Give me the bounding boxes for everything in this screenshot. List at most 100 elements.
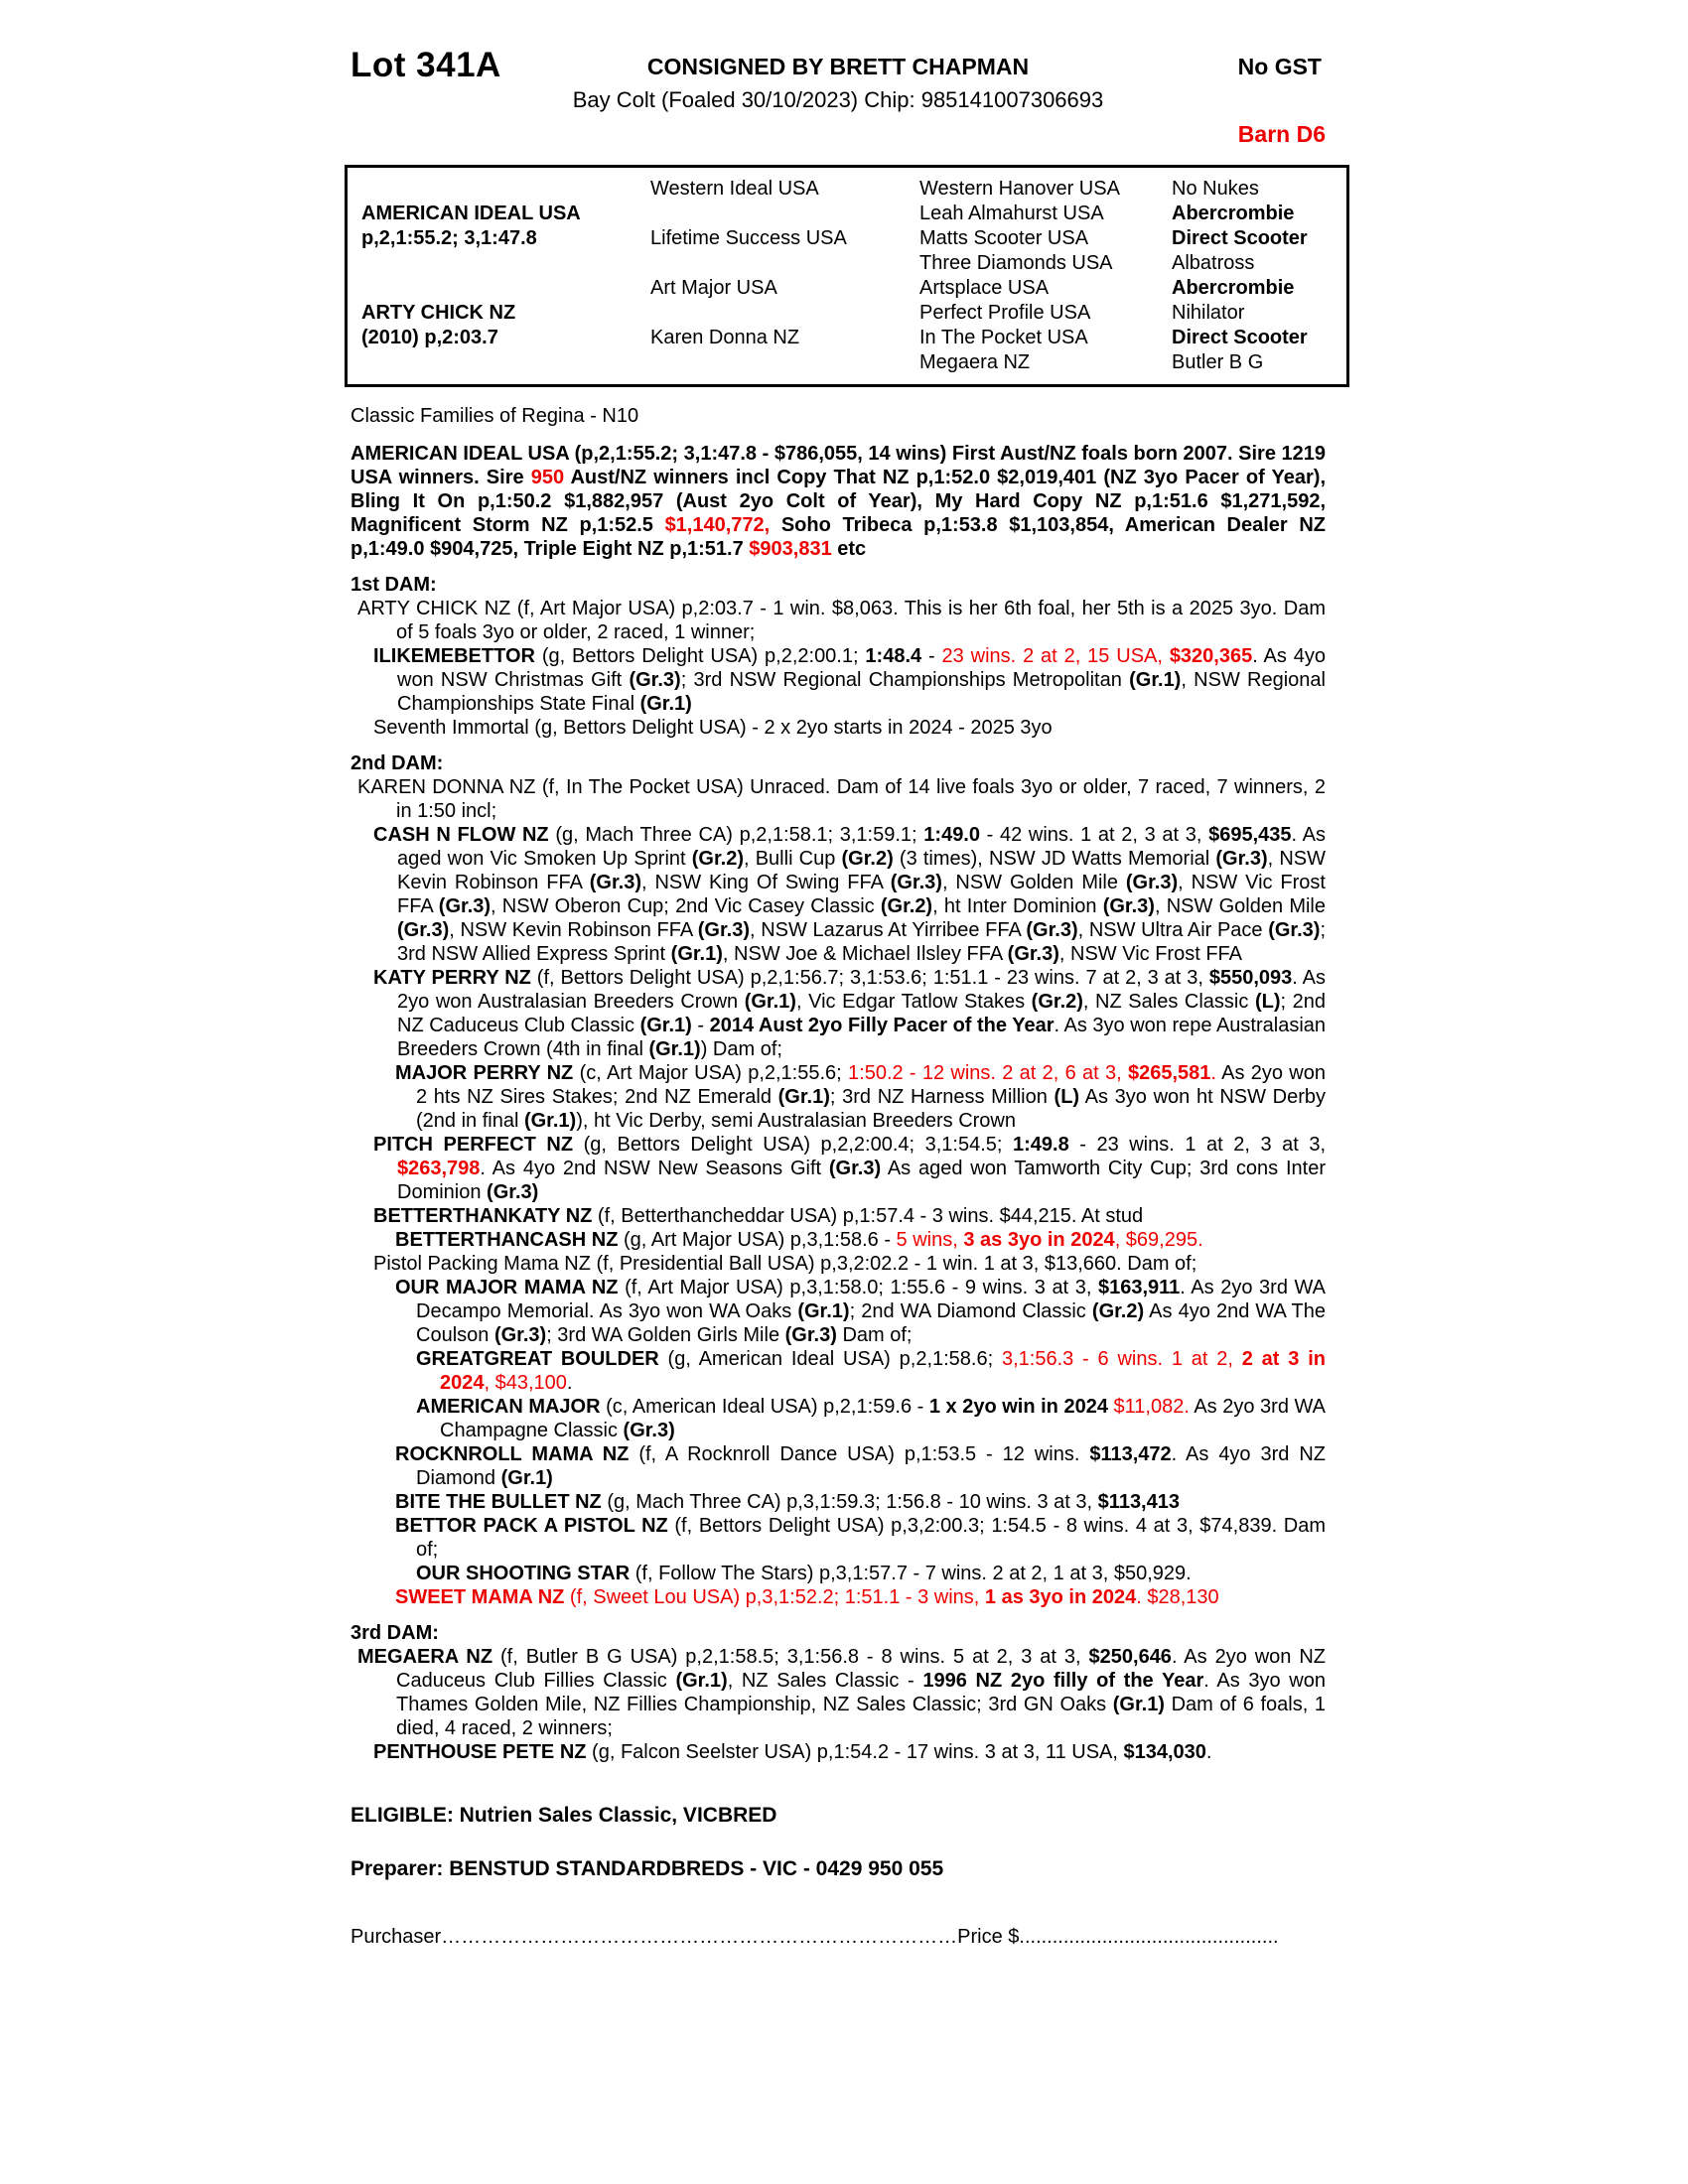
text-segment: , NZ Sales Classic — [1082, 991, 1255, 1013]
gg-grandparent-name: Nihilator — [1172, 302, 1245, 324]
text-segment: As aged won Tamworth City Cup; 3rd cons … — [397, 1158, 1326, 1203]
great-grandparent-name: Perfect Profile USA — [919, 302, 1091, 324]
pedigree-table: AMERICAN IDEAL USA p,2,1:55.2; 3,1:47.8 AR… — [345, 165, 1349, 387]
text-segment: - — [691, 1015, 710, 1036]
text-segment: ), ht Vic Derby, semi Australasian Breed… — [576, 1110, 1016, 1132]
text-segment: AMERICAN MAJOR — [416, 1396, 601, 1418]
text-segment: . As 3yo won repe Australasian Breeders … — [397, 1015, 1327, 1060]
text-segment: (g, Falcon Seelster USA) p,1:54.2 - 17 w… — [586, 1741, 1124, 1763]
text-segment: $320,365 — [1169, 645, 1253, 667]
great-grandparent-name: In The Pocket USA — [919, 327, 1088, 348]
text-segment: (Gr.2) — [1031, 991, 1083, 1013]
text-segment: Seventh Immortal (g, Bettors Delight USA… — [373, 717, 1053, 739]
entry-bite-the-bullet: BITE THE BULLET NZ (g, Mach Three CA) p,… — [351, 1490, 1326, 1514]
text-segment: MEGAERA NZ — [357, 1646, 493, 1668]
text-segment: , NZ Sales Classic - — [727, 1670, 923, 1692]
text-segment: (f, Butler B G USA) p,2,1:58.5; 3,1:56.8… — [492, 1646, 1089, 1668]
text-segment: ELIGIBLE: Nutrien Sales Classic, VICBRED — [351, 1804, 777, 1827]
text-segment: 1:49.8 — [1012, 1134, 1069, 1156]
text-segment: , NSW King Of Swing FFA — [641, 872, 891, 893]
heading-2nd-dam: 2nd DAM: — [351, 751, 1326, 775]
text-segment: (f, Sweet Lou USA) p,3,1:52.2; 1:51.1 - … — [564, 1586, 985, 1608]
text-segment: (g, Mach Three CA) p,2,1:58.1; 3,1:59.1; — [548, 824, 924, 846]
entry-bettor-pack-a-pistol: BETTOR PACK A PISTOL NZ (f, Bettors Deli… — [351, 1514, 1326, 1562]
text-segment: , NSW Vic Frost FFA — [1058, 943, 1242, 965]
text-segment: (c, Art Major USA) p,2,1:55.6; — [573, 1062, 849, 1084]
text-segment: (g, Art Major USA) p,3,1:58.6 - — [618, 1229, 897, 1251]
text-segment: (Gr.1) — [639, 693, 692, 715]
great-grandparent-name: Matts Scooter USA — [919, 227, 1089, 249]
text-segment: (c, American Ideal USA) p,2,1:59.6 - — [600, 1396, 929, 1418]
text-segment: (Gr.3) — [1125, 872, 1179, 893]
text-segment: ROCKNROLL MAMA NZ — [395, 1443, 630, 1465]
gg-grandparent-name: Albatross — [1172, 252, 1255, 274]
entry-seventh-immortal: Seventh Immortal (g, Bettors Delight USA… — [351, 716, 1326, 740]
text-segment: . As 2yo won NZ Caduceus Club Fillies Cl… — [396, 1646, 1326, 1692]
text-segment: (g, American Ideal USA) p,2,1:58.6; — [658, 1348, 1002, 1370]
page-header: Lot 341A CONSIGNED BY BRETT CHAPMAN No G… — [351, 38, 1326, 149]
text-segment: . As 3yo won Thames Golden Mile, NZ Fill… — [396, 1670, 1326, 1715]
entry-arty-chick: ARTY CHICK NZ (f, Art Major USA) p,2:03.… — [351, 597, 1326, 644]
text-segment: 3 as 3yo in 2024 — [963, 1229, 1115, 1251]
text-segment: 950 — [530, 467, 565, 488]
sire-record: p,2,1:55.2; 3,1:47.8 — [361, 227, 537, 249]
text-segment: - — [921, 645, 942, 667]
text-segment: . As 4yo won NSW Christmas Gift — [397, 645, 1327, 691]
dam-record: (2010) p,2:03.7 — [361, 327, 498, 348]
text-segment: (Gr.1) — [744, 991, 796, 1013]
text-segment: (f, Bettors Delight USA) p,3,2:00.3; 1:5… — [416, 1515, 1326, 1561]
text-segment: (Gr.3) — [784, 1324, 837, 1346]
text-segment: (Gr.3) — [697, 919, 750, 941]
text-segment: , NSW Golden Mile — [1154, 895, 1326, 917]
catalog-page: Lot 341A CONSIGNED BY BRETT CHAPMAN No G… — [345, 38, 1349, 1949]
text-segment: (g, Bettors Delight USA) p,2,2:00.1; — [534, 645, 866, 667]
text-segment: As 2yo won 2 hts NZ Sires Stakes; 2nd NZ… — [416, 1062, 1326, 1108]
text-segment: Preparer: BENSTUD STANDARDBREDS - VIC - … — [351, 1857, 944, 1880]
text-segment: (Gr.3) — [397, 919, 450, 941]
text-segment: , NSW Ultra Air Pace — [1077, 919, 1269, 941]
text-segment: , NSW Kevin Robinson FFA — [449, 919, 698, 941]
text-segment: , NSW Golden Mile — [941, 872, 1126, 893]
text-segment: 2nd DAM: — [351, 752, 444, 774]
text-segment: KAREN DONNA NZ (f, In The Pocket USA) Un… — [357, 776, 1326, 822]
consignor-line: CONSIGNED BY BRETT CHAPMAN — [646, 54, 1030, 79]
text-segment: 3,1:56.3 - 6 wins. 1 at 2, — [1001, 1348, 1242, 1370]
text-segment: $265,581 — [1127, 1062, 1211, 1084]
entry-betterthancash: BETTERTHANCASH NZ (g, Art Major USA) p,3… — [351, 1228, 1326, 1252]
text-segment: (f, A Rocknroll Dance USA) p,1:53.5 - 12… — [629, 1443, 1090, 1465]
text-segment: . — [566, 1372, 573, 1394]
text-segment: $550,093 — [1208, 967, 1293, 989]
sire-name: AMERICAN IDEAL USA — [361, 203, 581, 224]
text-segment: . As aged won Vic Smoken Up Sprint — [397, 824, 1327, 870]
text-segment: , NSW Oberon Cup; 2nd Vic Casey Classic — [491, 895, 881, 917]
text-segment: (Gr.2) — [841, 848, 894, 870]
text-segment: Classic Families of Regina - N10 — [351, 405, 639, 427]
great-grandparent-name: Leah Almahurst USA — [919, 203, 1104, 224]
text-segment: , Bulli Cup — [744, 848, 842, 870]
text-segment: (Gr.3) — [1102, 895, 1155, 917]
text-segment: - 42 wins. 1 at 2, 3 at 3, — [980, 824, 1209, 846]
entry-rocknroll-mama: ROCKNROLL MAMA NZ (f, A Rocknroll Dance … — [351, 1442, 1326, 1490]
gg-grandparent-name: No Nukes — [1172, 178, 1259, 200]
text-segment: $134,030 — [1123, 1741, 1206, 1763]
text-segment: AMERICAN IDEAL USA (p,2,1:55.2; 3,1:47.8… — [351, 443, 1326, 488]
text-segment: (Gr.1) — [648, 1038, 701, 1060]
entry-cash-n-flow: CASH N FLOW NZ (g, Mach Three CA) p,2,1:… — [351, 823, 1326, 966]
text-segment: $250,646 — [1088, 1646, 1172, 1668]
text-segment: SWEET MAMA NZ — [395, 1586, 565, 1608]
text-segment: BETTERTHANKATY NZ — [373, 1205, 593, 1227]
text-segment: (L) — [1054, 1086, 1080, 1108]
entry-karen-donna: KAREN DONNA NZ (f, In The Pocket USA) Un… — [351, 775, 1326, 823]
text-segment: , ht Inter Dominion — [932, 895, 1103, 917]
text-segment: 1:49.0 — [923, 824, 980, 846]
grandparent-name: Karen Donna NZ — [650, 327, 800, 348]
text-segment: ; 3rd WA Golden Girls Mile — [546, 1324, 785, 1346]
text-segment: (Gr.3) — [1026, 919, 1078, 941]
text-segment: . As 2yo 3rd WA Decampo Memorial. As 3yo… — [416, 1277, 1326, 1322]
text-segment: (f, Art Major USA) p,3,1:58.0; 1:55.6 - … — [618, 1277, 1098, 1298]
text-segment: (Gr.2) — [880, 895, 933, 917]
entry-pitch-perfect: PITCH PERFECT NZ (g, Bettors Delight USA… — [351, 1133, 1326, 1204]
barn-number: Barn D6 — [1237, 121, 1326, 147]
foal-description: Bay Colt (Foaled 30/10/2023) Chip: 98514… — [572, 87, 1104, 112]
text-segment: (L) — [1254, 991, 1281, 1013]
